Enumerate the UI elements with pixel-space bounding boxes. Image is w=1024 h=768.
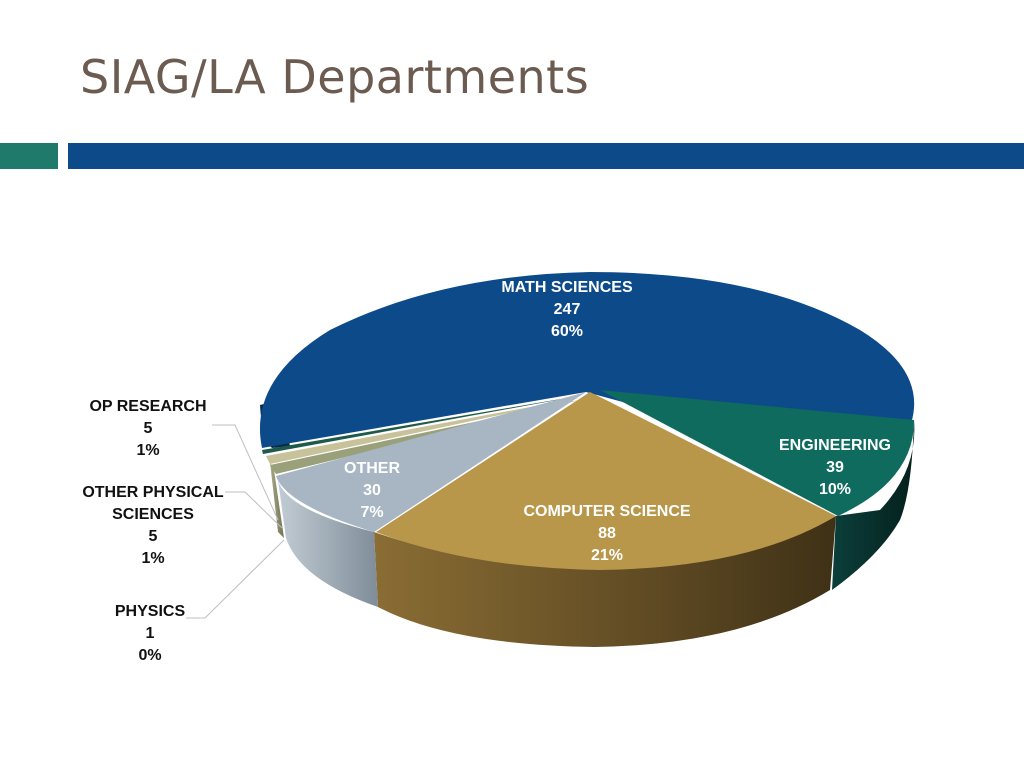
label-other-physical-sciences: OTHER PHYSICAL SCIENCES 5 1% xyxy=(82,484,224,567)
label-op-percent: 1% xyxy=(136,442,159,459)
label-ops-percent: 1% xyxy=(141,550,164,567)
label-computer-science: COMPUTER SCIENCE 88 21% xyxy=(523,503,690,564)
slide-title: SIAG/LA Departments xyxy=(80,50,590,104)
slice-side-computer-science xyxy=(374,516,836,647)
label-op-research: OP RESEARCH 5 1% xyxy=(89,398,206,459)
label-engineering-value: 39 xyxy=(826,459,844,476)
label-ops-value: 5 xyxy=(149,528,158,545)
label-other-value: 30 xyxy=(363,482,381,499)
label-physics: PHYSICS 1 0% xyxy=(115,603,186,664)
leader-physics xyxy=(186,539,285,619)
label-ops-name-line2: SCIENCES xyxy=(112,506,194,523)
leader-op-research xyxy=(212,424,279,521)
slice-engineering xyxy=(600,390,915,516)
label-math-sciences: MATH SCIENCES 247 60% xyxy=(501,279,633,340)
label-other: OTHER 30 7% xyxy=(344,460,400,521)
label-math-value: 247 xyxy=(554,301,581,318)
label-other-percent: 7% xyxy=(360,504,383,521)
label-physics-value: 1 xyxy=(146,625,155,642)
leader-other-physical-sciences xyxy=(225,491,283,529)
slice-side-op-research xyxy=(270,462,284,538)
label-cs-percent: 21% xyxy=(591,547,623,564)
label-engineering-percent: 10% xyxy=(819,481,851,498)
slice-other xyxy=(276,392,586,532)
header-main-bar xyxy=(68,143,1024,169)
label-op-name: OP RESEARCH xyxy=(89,398,206,415)
header-accent-bar xyxy=(0,143,58,169)
label-ops-name-line1: OTHER PHYSICAL xyxy=(82,484,224,501)
slice-side-other xyxy=(278,480,378,607)
label-cs-name: COMPUTER SCIENCE xyxy=(523,503,690,520)
label-cs-value: 88 xyxy=(598,525,616,542)
slice-side-engineering xyxy=(832,420,915,590)
label-engineering: ENGINEERING 39 10% xyxy=(779,437,891,498)
label-other-name: OTHER xyxy=(344,460,400,477)
label-math-name: MATH SCIENCES xyxy=(501,279,633,296)
label-math-percent: 60% xyxy=(551,323,583,340)
label-physics-name: PHYSICS xyxy=(115,603,186,620)
label-engineering-name: ENGINEERING xyxy=(779,437,891,454)
label-op-value: 5 xyxy=(144,420,153,437)
label-physics-percent: 0% xyxy=(138,647,161,664)
slice-computer-science xyxy=(376,392,836,570)
slice-op-research xyxy=(266,397,584,464)
slice-physics xyxy=(262,395,584,454)
